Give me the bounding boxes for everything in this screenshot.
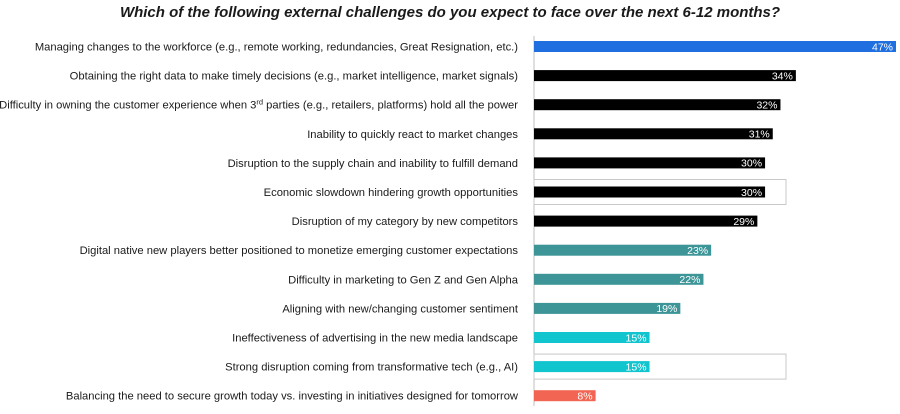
category-label: Disruption to the supply chain and inabi…: [228, 158, 518, 170]
value-label: 30%: [741, 158, 762, 170]
bar: [534, 157, 766, 169]
bar: [534, 128, 773, 140]
category-label: Digital native new players better positi…: [80, 245, 519, 257]
value-label: 47%: [872, 41, 893, 53]
category-label: Inability to quickly react to market cha…: [307, 129, 518, 141]
bar: [534, 215, 758, 227]
value-label: 31%: [749, 129, 770, 141]
category-label: Difficulty in marketing to Gen Z and Gen…: [288, 274, 519, 286]
category-label: Strong disruption coming from transforma…: [225, 362, 518, 374]
chart-title: Which of the following external challeng…: [119, 4, 781, 21]
bar: [534, 302, 681, 314]
bar: [534, 332, 650, 343]
category-label: Ineffectiveness of advertising in the ne…: [232, 333, 518, 345]
value-label: 30%: [741, 187, 762, 199]
value-label: 8%: [577, 391, 592, 403]
bar: [534, 273, 704, 285]
category-label: Balancing the need to secure growth toda…: [66, 391, 519, 403]
value-label: 29%: [733, 216, 754, 228]
value-label: 15%: [626, 361, 647, 373]
value-label: 22%: [679, 274, 700, 286]
bar: [534, 186, 766, 198]
category-label: Obtaining the right data to make timely …: [70, 71, 519, 83]
bar: [534, 70, 796, 82]
category-label: Aligning with new/changing customer sent…: [282, 303, 519, 315]
value-label: 19%: [656, 303, 677, 315]
value-label: 34%: [772, 70, 793, 82]
bar: [534, 390, 596, 402]
bar: [534, 361, 650, 373]
category-label: Disruption of my category by new competi…: [292, 216, 519, 228]
bar: [534, 99, 781, 111]
value-label: 32%: [756, 100, 777, 112]
value-label: 15%: [626, 332, 647, 344]
bar: [534, 41, 896, 52]
value-label: 23%: [687, 245, 708, 257]
category-label: Economic slowdown hindering growth oppor…: [264, 187, 519, 199]
category-label: Difficulty in owning the customer experi…: [0, 98, 518, 112]
category-label: Managing changes to the workforce (e.g.,…: [35, 42, 518, 54]
bar: [534, 244, 712, 256]
